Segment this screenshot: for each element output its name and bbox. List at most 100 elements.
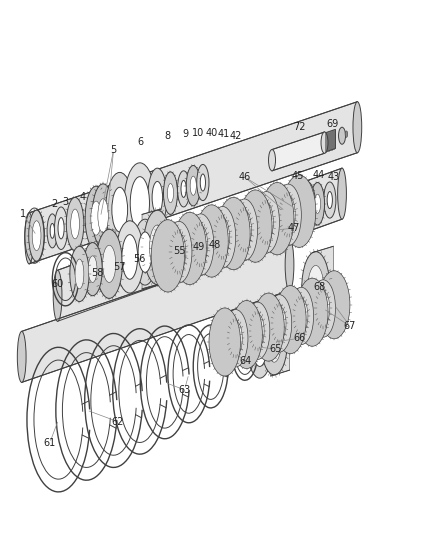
Ellipse shape <box>252 328 266 367</box>
Ellipse shape <box>190 176 196 195</box>
Ellipse shape <box>337 168 346 219</box>
Ellipse shape <box>323 182 335 218</box>
Ellipse shape <box>307 265 323 310</box>
Text: 55: 55 <box>173 246 185 255</box>
Ellipse shape <box>116 221 144 293</box>
Ellipse shape <box>318 271 349 339</box>
Polygon shape <box>270 304 289 376</box>
Ellipse shape <box>85 186 107 250</box>
Ellipse shape <box>112 187 127 232</box>
Ellipse shape <box>70 246 89 302</box>
Ellipse shape <box>316 292 329 326</box>
Ellipse shape <box>180 180 186 197</box>
Ellipse shape <box>163 172 177 214</box>
Ellipse shape <box>83 243 102 296</box>
Ellipse shape <box>247 317 272 378</box>
Ellipse shape <box>301 252 329 324</box>
Text: 10: 10 <box>192 127 204 138</box>
Ellipse shape <box>98 199 108 233</box>
Text: 66: 66 <box>292 333 304 343</box>
Ellipse shape <box>237 211 251 249</box>
Ellipse shape <box>261 309 287 375</box>
Ellipse shape <box>281 196 294 234</box>
Ellipse shape <box>88 256 97 282</box>
Text: 58: 58 <box>92 268 104 278</box>
Polygon shape <box>272 132 324 171</box>
Ellipse shape <box>193 225 207 264</box>
Ellipse shape <box>215 218 229 256</box>
Ellipse shape <box>152 181 162 213</box>
Ellipse shape <box>259 203 273 241</box>
Ellipse shape <box>106 172 134 247</box>
Ellipse shape <box>17 332 26 382</box>
Text: 46: 46 <box>238 172 251 182</box>
Ellipse shape <box>71 209 79 239</box>
Ellipse shape <box>208 308 240 376</box>
Text: 65: 65 <box>269 344 281 354</box>
Ellipse shape <box>91 201 101 235</box>
Ellipse shape <box>288 287 313 345</box>
Text: 72: 72 <box>292 122 305 132</box>
Ellipse shape <box>177 171 189 207</box>
Ellipse shape <box>25 213 33 264</box>
Ellipse shape <box>47 214 57 248</box>
Ellipse shape <box>28 210 44 261</box>
Ellipse shape <box>122 235 138 279</box>
Ellipse shape <box>32 221 41 251</box>
Ellipse shape <box>230 301 262 368</box>
Text: 68: 68 <box>312 282 325 292</box>
Ellipse shape <box>194 205 228 277</box>
Ellipse shape <box>53 270 62 321</box>
Ellipse shape <box>275 184 300 246</box>
Ellipse shape <box>66 197 84 251</box>
Ellipse shape <box>165 221 191 283</box>
Ellipse shape <box>268 150 275 171</box>
Text: 44: 44 <box>311 170 324 180</box>
Ellipse shape <box>124 163 155 244</box>
Ellipse shape <box>344 131 347 138</box>
Polygon shape <box>29 102 357 264</box>
Polygon shape <box>324 130 335 152</box>
Text: 48: 48 <box>208 240 220 250</box>
Text: 6: 6 <box>138 136 144 147</box>
Ellipse shape <box>245 302 269 360</box>
Text: 40: 40 <box>205 127 218 138</box>
Ellipse shape <box>216 197 250 270</box>
Ellipse shape <box>167 183 173 203</box>
Ellipse shape <box>326 191 332 208</box>
Text: 60: 60 <box>51 279 64 288</box>
Ellipse shape <box>310 280 335 337</box>
Ellipse shape <box>148 168 166 227</box>
Ellipse shape <box>223 310 247 367</box>
Ellipse shape <box>130 176 149 230</box>
Text: 2: 2 <box>51 199 57 209</box>
Ellipse shape <box>151 220 184 292</box>
Ellipse shape <box>253 191 279 253</box>
Text: 43: 43 <box>326 172 339 182</box>
Ellipse shape <box>229 321 242 356</box>
Ellipse shape <box>171 233 185 271</box>
Ellipse shape <box>54 207 67 249</box>
Ellipse shape <box>285 239 293 290</box>
Ellipse shape <box>302 193 311 221</box>
Text: 62: 62 <box>112 417 124 427</box>
Text: 1: 1 <box>20 209 26 220</box>
Ellipse shape <box>267 322 281 362</box>
Text: 63: 63 <box>178 385 190 395</box>
Text: 8: 8 <box>163 131 170 141</box>
Ellipse shape <box>186 165 200 206</box>
Ellipse shape <box>92 184 114 248</box>
Text: 61: 61 <box>43 438 56 448</box>
Ellipse shape <box>96 229 122 298</box>
Ellipse shape <box>58 217 64 239</box>
Text: 57: 57 <box>113 262 126 271</box>
Polygon shape <box>311 246 332 325</box>
Ellipse shape <box>338 127 345 144</box>
Ellipse shape <box>173 212 206 285</box>
Text: 9: 9 <box>182 128 188 139</box>
Ellipse shape <box>138 232 152 272</box>
Ellipse shape <box>238 190 272 262</box>
Ellipse shape <box>231 199 257 261</box>
Ellipse shape <box>75 259 84 289</box>
Text: 64: 64 <box>239 356 251 366</box>
